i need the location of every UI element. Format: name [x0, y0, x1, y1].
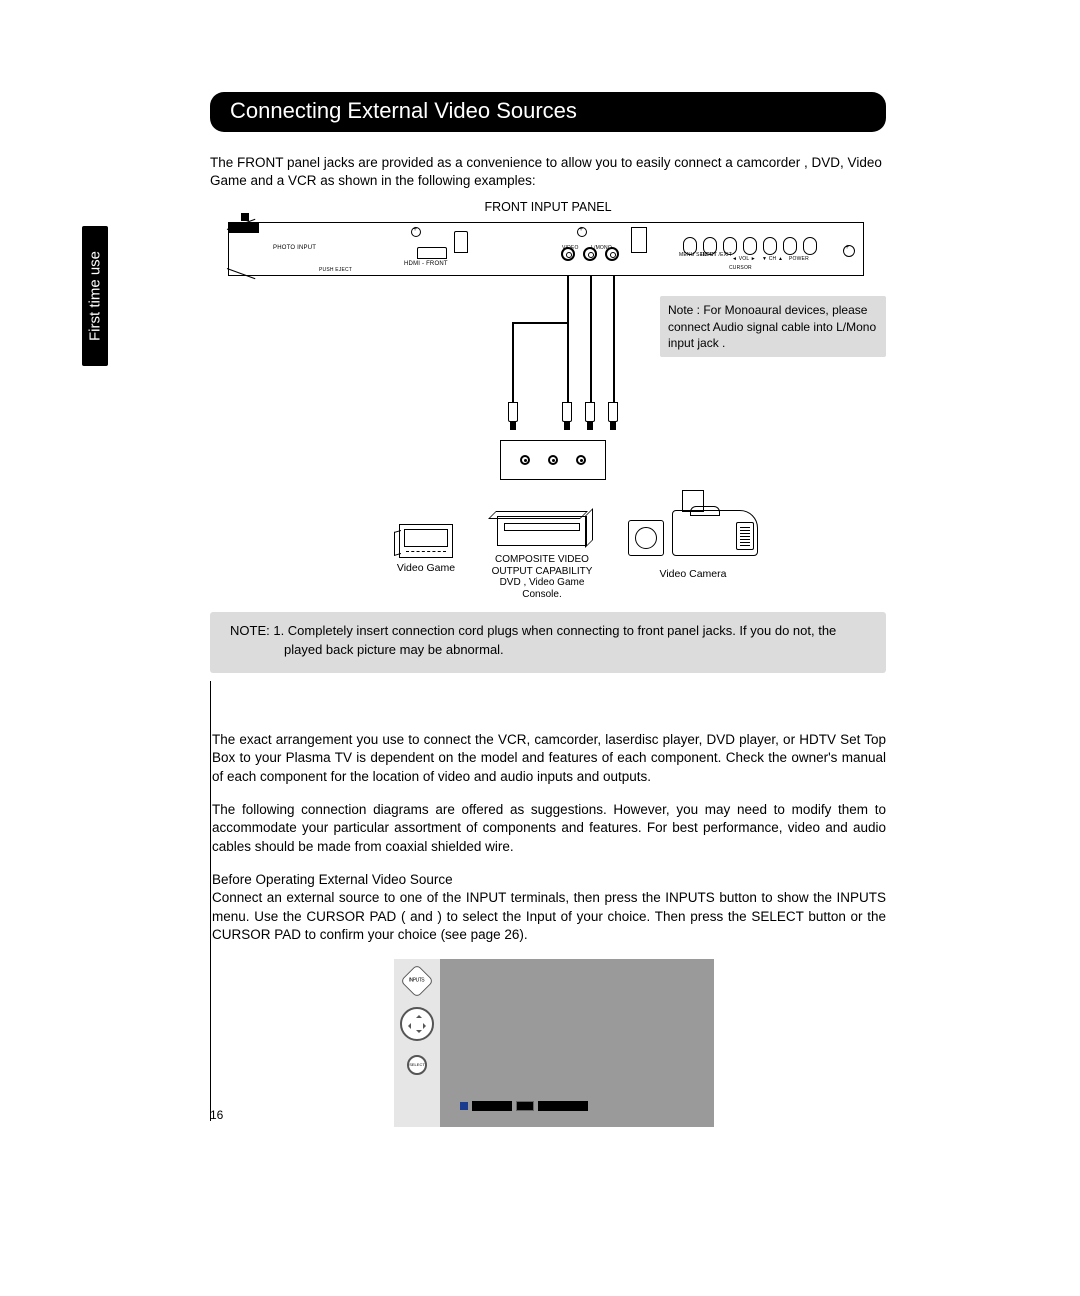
osd-bar	[460, 1099, 588, 1113]
connection-diagram: PHOTO INPUT PUSH EJECT HDMI - FRONT VIDE…	[210, 218, 886, 608]
hdmi-port-icon	[417, 247, 447, 259]
power-label: POWER	[789, 256, 809, 262]
dvd-console-source: COMPOSITE VIDEO OUTPUT CAPABILITY DVD , …	[482, 516, 602, 600]
cursor-label: CURSOR	[729, 265, 752, 271]
hdmi-front-label: HDMI - FRONT	[404, 261, 448, 267]
select-button-icon: SELECT	[407, 1055, 427, 1075]
dvd-caption: Console.	[482, 589, 602, 601]
paragraph-operation: Connect an external source to one of the…	[212, 889, 886, 945]
video-camera-label: Video Camera	[618, 568, 768, 580]
lmono-label: L/MONO	[591, 245, 612, 251]
panel-button-icon	[743, 237, 757, 255]
page-content: Connecting External Video Sources The FR…	[210, 92, 886, 1127]
cable-icon	[512, 322, 567, 324]
page-number: 16	[210, 1108, 223, 1122]
paragraph-arrangement: The exact arrangement you use to connect…	[212, 731, 886, 787]
dvd-caption: COMPOSITE VIDEO	[482, 554, 602, 566]
panel-label: FRONT INPUT PANEL	[210, 200, 886, 214]
video-game-icon	[399, 524, 453, 558]
cable-icon	[613, 276, 615, 402]
section-title: Connecting External Video Sources	[210, 92, 886, 132]
remote-column: INPUTS SELECT	[394, 959, 440, 1127]
rca-plug-icon	[508, 402, 518, 430]
usb-port-icon	[454, 231, 468, 253]
before-operating-heading: Before Operating External Video Source	[212, 871, 886, 890]
rca-plug-icon	[562, 402, 572, 430]
intro-paragraph: The FRONT panel jacks are provided as a …	[210, 154, 886, 190]
push-eject-label: PUSH EJECT	[319, 267, 352, 273]
dvd-caption: OUTPUT CAPABILITY	[482, 566, 602, 578]
dpad-icon	[400, 1007, 434, 1041]
vol-label: ◄ VOL ►	[732, 256, 756, 262]
video-jack-label: VIDEO	[562, 245, 579, 251]
panel-recess-icon	[631, 227, 647, 253]
panel-button-icon	[763, 237, 777, 255]
screw-icon	[577, 227, 587, 237]
cable-icon	[590, 276, 592, 402]
paragraph-suggestion: The following connection diagrams are of…	[212, 801, 886, 857]
panel-button-icon	[803, 237, 817, 255]
video-camera-icon	[628, 490, 758, 564]
inputs-button-icon: INPUTS	[400, 964, 434, 998]
video-game-label: Video Game	[386, 562, 466, 574]
rca-plug-icon	[585, 402, 595, 430]
video-camera-source: Video Camera	[618, 490, 768, 580]
rca-plug-icon	[608, 402, 618, 430]
note-line1: NOTE: 1. Completely insert connection co…	[230, 623, 836, 638]
panel-button-icon	[783, 237, 797, 255]
front-panel-outline: PHOTO INPUT PUSH EJECT HDMI - FRONT VIDE…	[228, 222, 864, 276]
cable-icon	[567, 276, 569, 402]
note-line2: played back picture may be abnormal.	[230, 641, 872, 659]
device-jack-box	[500, 440, 606, 480]
dvd-caption: DVD , Video Game	[482, 577, 602, 589]
video-game-source: Video Game	[386, 524, 466, 574]
ch-label: ▼ CH ▲	[762, 256, 783, 262]
sidebar-tab: First time use	[82, 226, 108, 366]
photo-input-label: PHOTO INPUT	[273, 245, 316, 251]
tv-inputs-screenshot: INPUTS SELECT	[394, 959, 714, 1127]
mono-note: Note : For Monoaural devices, please con…	[660, 296, 886, 357]
screw-icon	[843, 245, 855, 257]
screw-icon	[411, 227, 421, 237]
insertion-note: NOTE: 1. Completely insert connection co…	[210, 612, 886, 672]
cable-icon	[512, 322, 514, 402]
tv-screen-area	[440, 959, 714, 1127]
dvd-console-icon	[497, 516, 587, 546]
input-exit-label: INPUT /EXIT	[701, 253, 732, 258]
